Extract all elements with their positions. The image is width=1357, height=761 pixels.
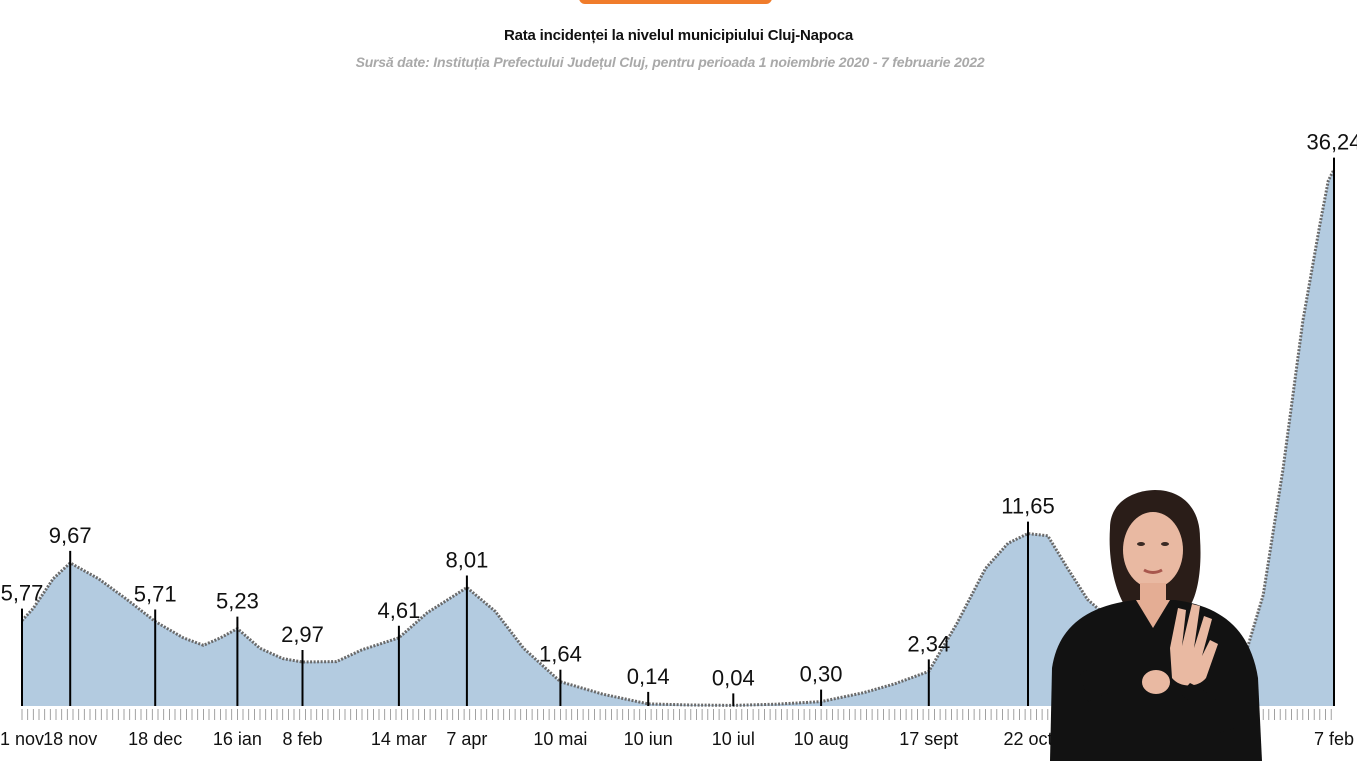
value-label: 5,23 [216, 589, 259, 614]
tick-label: 10 iun [624, 729, 673, 749]
value-label: 36,24 [1306, 130, 1357, 155]
tick-label: 18 dec [128, 729, 182, 749]
tick-label: 18 nov [43, 729, 97, 749]
tick-label: 7 apr [446, 729, 487, 749]
incidence-area [22, 169, 1334, 707]
value-label: 4,61 [377, 598, 420, 623]
tick-label: 17 sept [899, 729, 958, 749]
tick-label: 16 ian [213, 729, 262, 749]
value-label: 2,34 [907, 631, 950, 656]
tick-label: 1 nov [0, 729, 44, 749]
value-label: 9,67 [49, 523, 92, 548]
chart-subtitle: Sursă date: Instituția Prefectului Județ… [355, 54, 985, 70]
value-label: 8,01 [445, 548, 488, 573]
tick-label: 10 iul [712, 729, 755, 749]
tick-label: 7 feb [1314, 729, 1354, 749]
value-label: 0,14 [627, 664, 670, 689]
tick-label: 14 mar [371, 729, 427, 749]
value-label: 0,04 [712, 665, 755, 690]
value-label: 0,30 [800, 662, 843, 687]
value-label: 5,71 [134, 582, 177, 607]
tick-label: 10 aug [794, 729, 849, 749]
marker-layer [21, 157, 1335, 706]
sign-language-interpreter-icon [1050, 490, 1262, 761]
tick-label: 10 mai [533, 729, 587, 749]
top-tab-decoration [579, 0, 772, 4]
chart-title: Rata incidenței la nivelul municipiului … [503, 27, 854, 44]
value-label: 2,97 [281, 622, 324, 647]
label-layer: 5,77 1 nov 9,67 18 nov 5,71 18 dec 5,23 16 ian 2… [0, 130, 1357, 749]
tick-label: 8 feb [282, 729, 322, 749]
value-label: 11,65 [1001, 494, 1054, 519]
value-label: 5,77 [1, 581, 44, 606]
value-label: 1,64 [539, 642, 582, 667]
tick-label: 22 oct [1003, 729, 1052, 749]
